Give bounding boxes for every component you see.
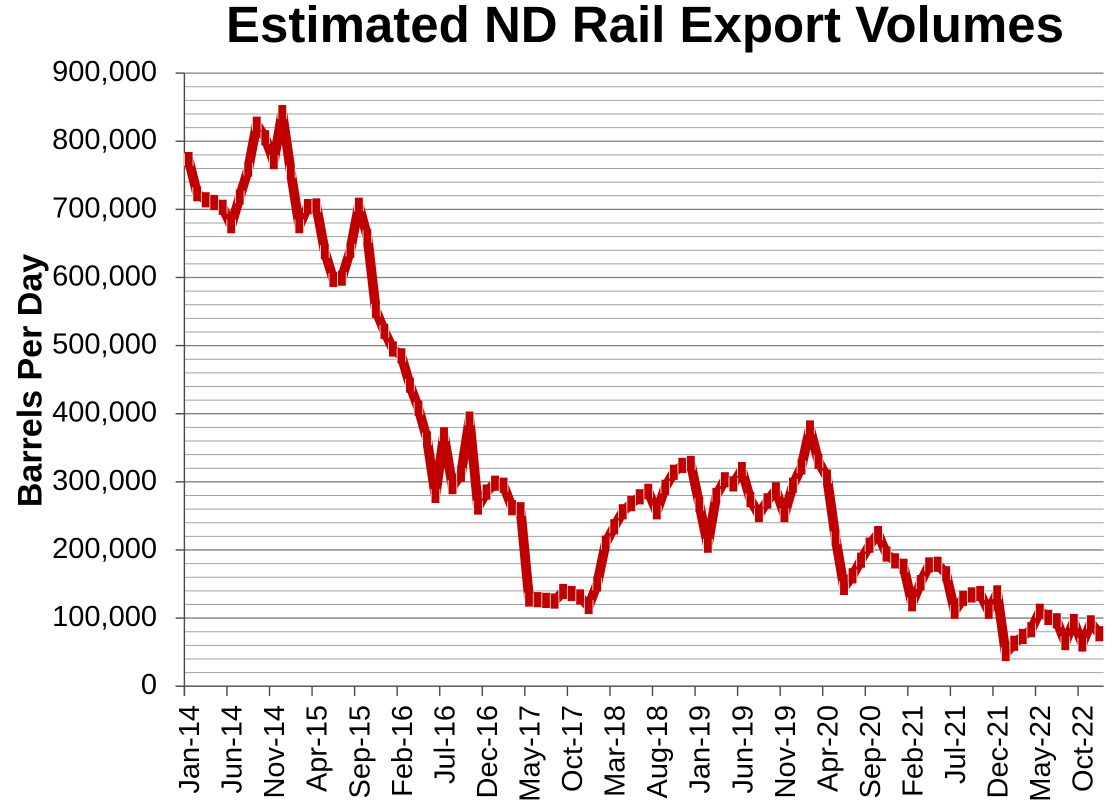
svg-text:May-17: May-17 — [515, 705, 547, 802]
svg-text:Oct-22: Oct-22 — [1068, 705, 1100, 792]
svg-text:Dec-21: Dec-21 — [983, 705, 1015, 799]
svg-text:Jul-21: Jul-21 — [940, 705, 972, 784]
svg-text:200,000: 200,000 — [52, 533, 157, 565]
svg-text:300,000: 300,000 — [52, 465, 157, 497]
svg-text:Sep-15: Sep-15 — [344, 705, 376, 799]
svg-text:Feb-16: Feb-16 — [387, 705, 419, 797]
svg-text:Mar-18: Mar-18 — [600, 705, 632, 797]
svg-text:800,000: 800,000 — [52, 124, 157, 156]
svg-text:Apr-15: Apr-15 — [302, 705, 334, 792]
svg-text:May-22: May-22 — [1025, 705, 1057, 802]
svg-text:500,000: 500,000 — [52, 329, 157, 361]
svg-text:Nov-19: Nov-19 — [770, 705, 802, 799]
svg-text:Feb-21: Feb-21 — [898, 705, 930, 797]
svg-text:Jul-16: Jul-16 — [429, 705, 461, 784]
svg-text:600,000: 600,000 — [52, 260, 157, 292]
svg-text:Barrels Per Day: Barrels Per Day — [12, 254, 50, 507]
svg-text:900,000: 900,000 — [52, 56, 157, 88]
svg-text:Sep-20: Sep-20 — [855, 705, 887, 799]
svg-text:Estimated ND Rail Export Volum: Estimated ND Rail Export Volumes — [226, 0, 1064, 53]
svg-text:100,000: 100,000 — [52, 601, 157, 633]
svg-text:Oct-17: Oct-17 — [557, 705, 589, 792]
svg-text:Apr-20: Apr-20 — [812, 705, 844, 792]
svg-text:700,000: 700,000 — [52, 192, 157, 224]
svg-text:Jun-19: Jun-19 — [727, 705, 759, 794]
svg-text:Aug-18: Aug-18 — [642, 705, 674, 799]
svg-text:Jun-14: Jun-14 — [217, 705, 249, 794]
svg-text:Jan-19: Jan-19 — [685, 705, 717, 794]
svg-text:0: 0 — [141, 669, 157, 701]
svg-text:Nov-14: Nov-14 — [259, 705, 291, 799]
svg-text:400,000: 400,000 — [52, 397, 157, 429]
svg-text:Dec-16: Dec-16 — [472, 705, 504, 799]
svg-text:Jan-14: Jan-14 — [174, 705, 206, 794]
